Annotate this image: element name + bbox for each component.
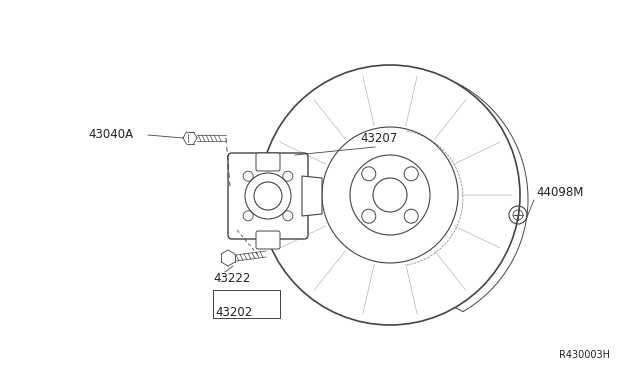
Text: 43202: 43202	[215, 305, 252, 318]
Text: 44098M: 44098M	[536, 186, 584, 199]
FancyBboxPatch shape	[228, 153, 308, 239]
Polygon shape	[302, 176, 322, 216]
FancyBboxPatch shape	[256, 231, 280, 249]
Text: 43222: 43222	[213, 272, 250, 285]
Text: R430003H: R430003H	[559, 350, 610, 360]
FancyBboxPatch shape	[256, 153, 280, 171]
Text: 43207: 43207	[360, 131, 397, 144]
Text: 43040A: 43040A	[88, 128, 133, 141]
